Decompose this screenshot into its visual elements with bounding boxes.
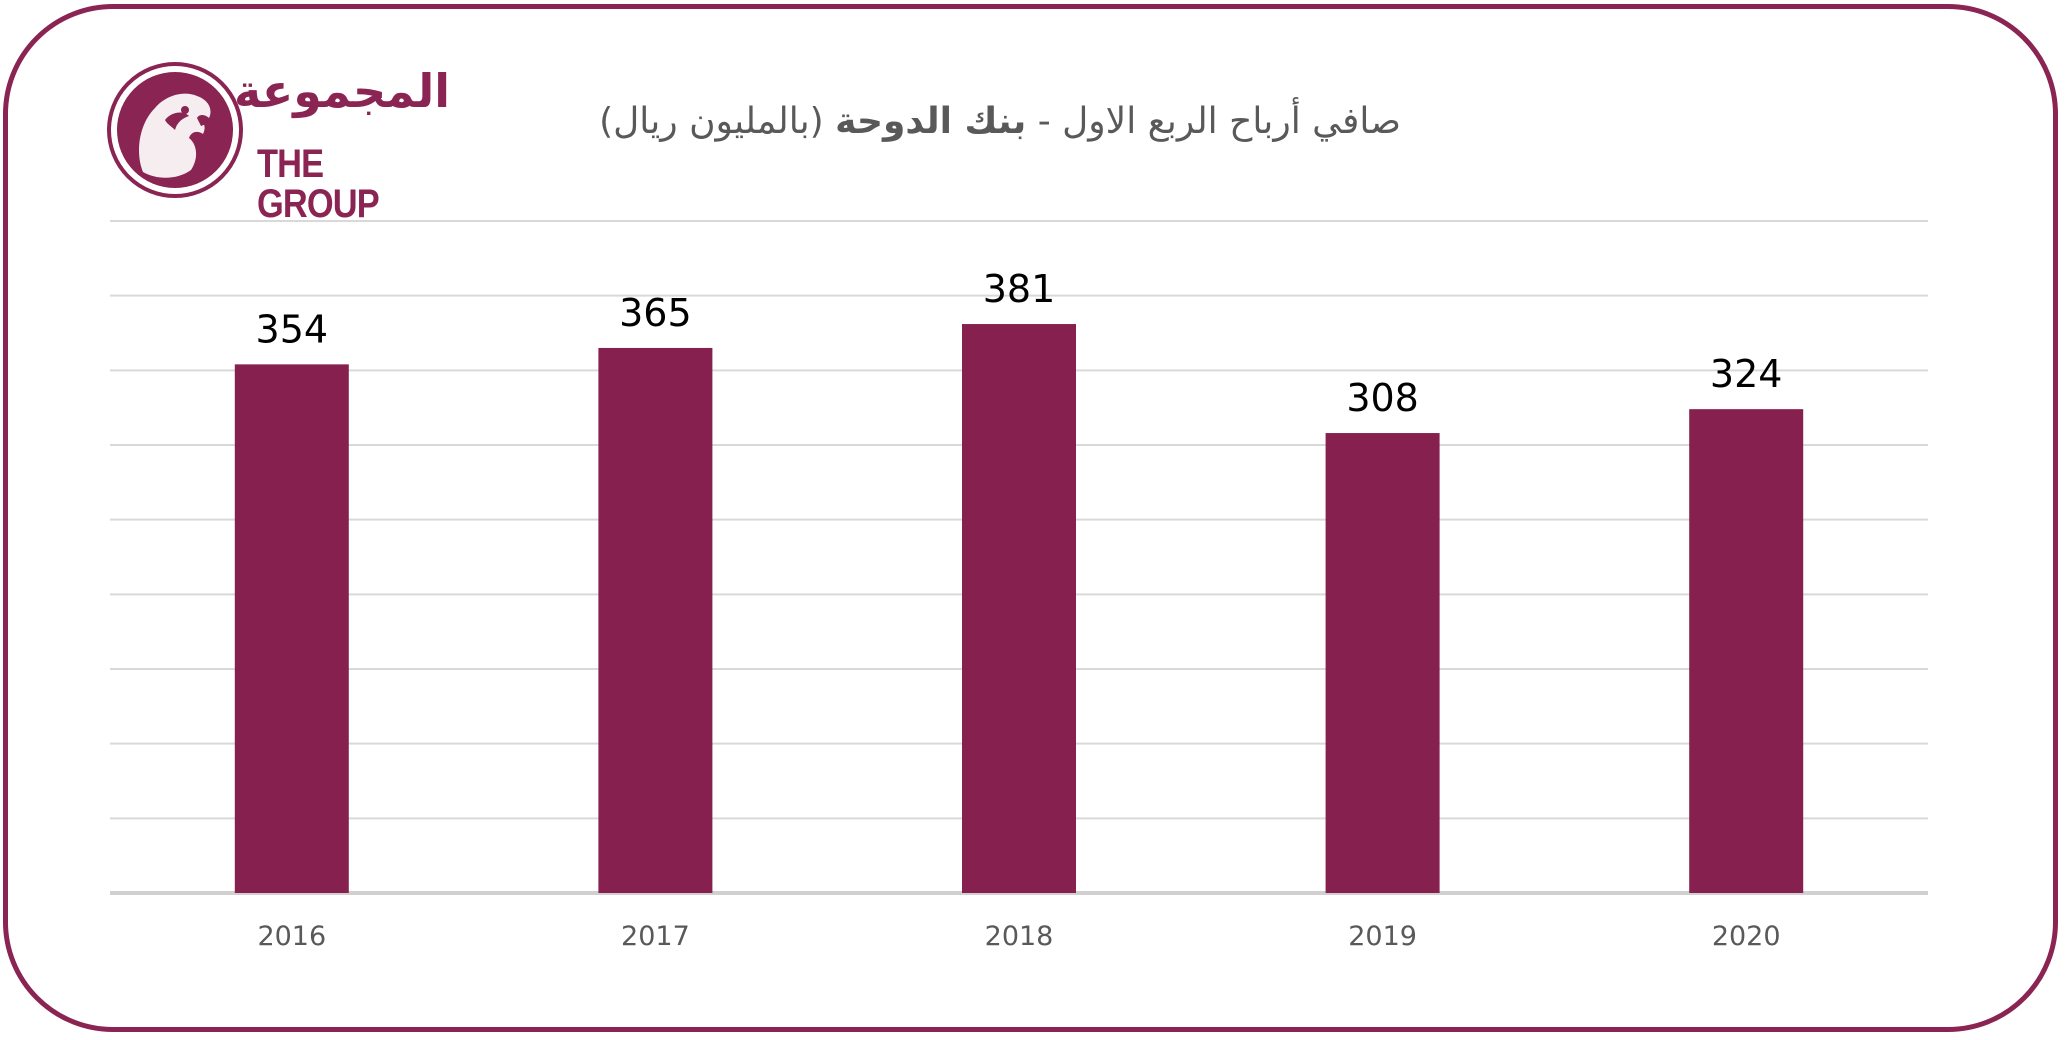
data-label-2017: 365: [619, 291, 692, 335]
falcon-emblem-icon: [107, 62, 243, 198]
bar-2016: [234, 364, 349, 893]
group-logo: المجموعة THE GROUP: [105, 60, 455, 224]
bar-2020: [1689, 409, 1804, 893]
x-tick-label-2016: 2016: [257, 921, 326, 952]
bar-2019: [1325, 433, 1440, 893]
chart-title: صافي أرباح الربع الاول - بنك الدوحة (بال…: [540, 100, 1460, 143]
brand-name-arabic: المجموعة: [233, 64, 450, 118]
x-tick-label-2019: 2019: [1348, 921, 1417, 952]
x-tick-label-2020: 2020: [1712, 921, 1781, 952]
bar-2017: [598, 347, 713, 893]
bar-2018: [962, 324, 1076, 893]
chart-title-bank-name: بنك الدوحة: [835, 101, 1027, 142]
data-label-2016: 354: [256, 307, 329, 351]
x-tick-label-2018: 2018: [985, 921, 1054, 952]
data-label-2020: 324: [1710, 352, 1783, 396]
chart-title-unit: (بالمليون ريال): [599, 101, 836, 142]
data-label-2018: 381: [983, 267, 1056, 311]
brand-name-english: THE GROUP: [257, 142, 380, 226]
data-label-2019: 308: [1346, 376, 1419, 420]
chart-title-part: صافي أرباح الربع الاول -: [1026, 101, 1401, 142]
x-tick-label-2017: 2017: [621, 921, 690, 952]
